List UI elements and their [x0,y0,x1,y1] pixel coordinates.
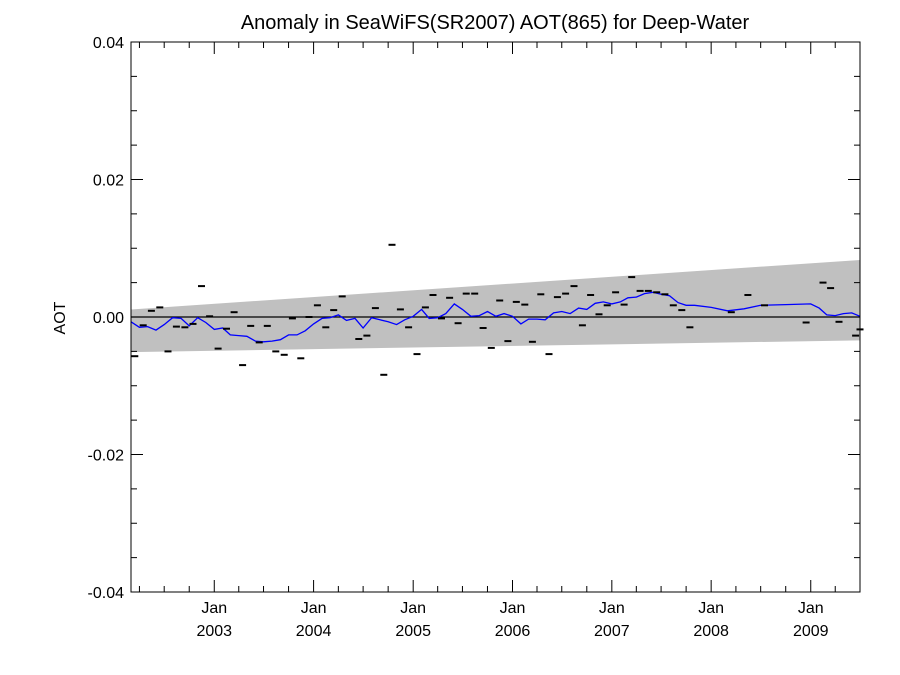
x-tick-year-label: 2005 [395,623,431,640]
x-tick-month-label: Jan [599,600,625,617]
x-tick-month-label: Jan [201,600,227,617]
x-tick-year-label: 2008 [693,623,729,640]
x-tick-month-label: Jan [500,600,526,617]
x-tick-month-label: Jan [798,600,824,617]
x-tick-year-label: 2004 [296,623,332,640]
chart-title: Anomaly in SeaWiFS(SR2007) AOT(865) for … [241,12,750,34]
x-tick-month-label: Jan [400,600,426,617]
y-tick-label: 0.04 [93,35,124,52]
monthly-anomaly-marks [131,243,864,376]
x-axis: Jan 2003 Jan 2004 Jan 2005 Jan 2006 Jan 2007 Jan 20… [138,42,836,640]
x-tick-year-label: 2007 [594,623,630,640]
x-tick-month-label: Jan [301,600,327,617]
x-tick-month-label: Jan [698,600,724,617]
y-tick-label: 0.02 [93,173,124,190]
y-axis-label: AOT [52,301,69,334]
y-axis: 0.04 0.02 0.00 -0.02 -0.04 [88,35,860,602]
running-mean-line [130,291,861,343]
x-tick-year-label: 2006 [495,623,531,640]
y-tick-label: 0.00 [93,310,124,327]
x-tick-year-label: 2009 [793,623,829,640]
x-tick-year-label: 2003 [196,623,232,640]
y-tick-label: -0.02 [88,448,125,465]
y-tick-label: -0.04 [88,585,125,602]
uncertainty-band [131,259,860,353]
